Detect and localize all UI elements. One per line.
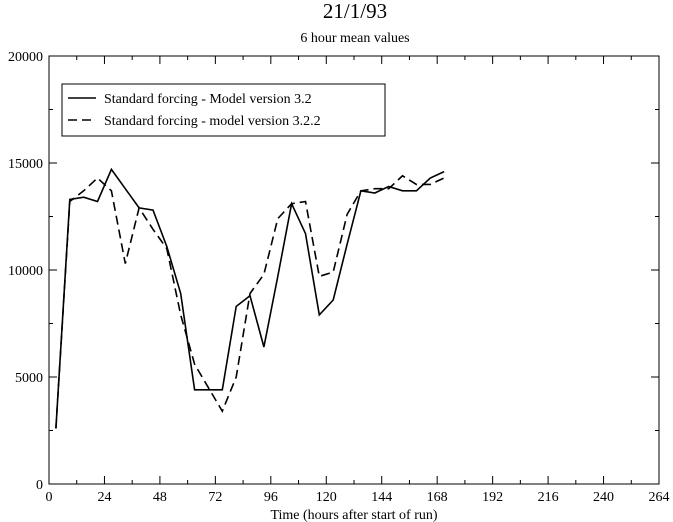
x-tick-label: 264 [649,490,670,505]
legend-label-model-3-2-2: Standard forcing - model version 3.2.2 [104,114,321,129]
x-tick-label: 72 [208,490,222,505]
chart-subtitle: 6 hour mean values [300,31,409,46]
y-tick-label: 0 [36,478,43,493]
x-tick-label: 0 [46,490,53,505]
y-tick-label: 20000 [8,50,43,65]
x-tick-label: 168 [427,490,448,505]
x-tick-label: 216 [538,490,559,505]
x-tick-label: 96 [264,490,278,505]
legend: Standard forcing - Model version 3.2 Sta… [61,83,386,137]
x-tick-label: 120 [316,490,337,505]
x-tick-label: 48 [153,490,167,505]
x-tick-label: 192 [482,490,503,505]
plot-frame [48,55,660,485]
x-tick-label: 24 [97,490,111,505]
x-tick-label: 240 [593,490,614,505]
x-axis-label: Time (hours after start of run) [270,508,437,522]
y-tick-label: 15000 [8,157,43,172]
y-tick-label: 5000 [15,371,43,386]
chart-title: 21/1/93 [323,0,387,23]
series-layer [55,167,445,429]
legend-label-model-3-2: Standard forcing - Model version 3.2 [104,92,312,107]
legend-box [61,83,386,137]
y-tick-label: 10000 [8,264,43,279]
x-tick-label: 144 [371,490,392,505]
axis-tick-labels: 0 24 48 72 96 120 144 168 192 216 240 264 0 5000 10000… [8,50,670,505]
series-line-2 [55,174,445,429]
